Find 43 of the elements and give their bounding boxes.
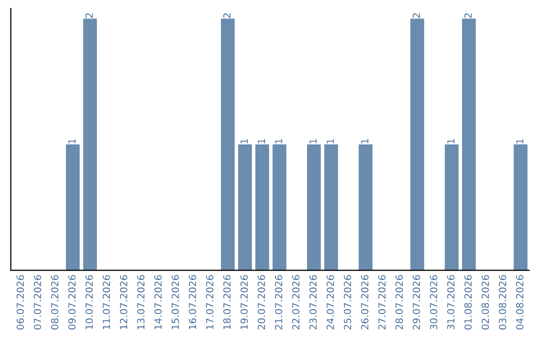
data-label: 1 <box>240 139 248 144</box>
x-tick-label: 21.07.2026 <box>274 275 282 330</box>
x-tick-label: 11.07.2026 <box>102 275 110 330</box>
x-tick-label: 02.08.2026 <box>482 275 489 330</box>
x-tick-label: 31.07.2026 <box>447 275 455 330</box>
data-label: 2 <box>464 13 472 18</box>
data-label: 1 <box>68 139 76 144</box>
x-tick-label: 04.08.2026 <box>516 275 524 330</box>
x-tick-label: 16.07.2026 <box>188 275 196 330</box>
x-tick-label: 28.07.2026 <box>396 275 403 330</box>
data-label: 1 <box>258 139 265 144</box>
x-tick-label: 08.07.2026 <box>51 275 58 330</box>
data-label: 2 <box>223 13 230 18</box>
data-label: 1 <box>447 139 454 144</box>
x-tick-label: 10.07.2026 <box>85 275 93 330</box>
x-tick-label: 25.07.2026 <box>344 275 352 330</box>
data-label: 1 <box>516 139 524 144</box>
data-label: 2 <box>85 13 93 18</box>
x-tick-label: 12.07.2026 <box>120 275 128 330</box>
x-tick-label: 17.07.2026 <box>206 275 214 330</box>
data-label: 1 <box>326 139 334 144</box>
x-tick-label: 15.07.2026 <box>172 275 179 330</box>
x-tick-label: 19.07.2026 <box>240 275 248 330</box>
x-tick-label: 22.07.2026 <box>292 275 300 330</box>
x-tick-label: 01.08.2026 <box>464 275 472 330</box>
x-tick-label: 23.07.2026 <box>309 275 317 330</box>
x-tick-label: 07.07.2026 <box>34 275 42 330</box>
x-tick-label: 20.07.2026 <box>258 275 266 330</box>
x-tick-label: 29.07.2026 <box>412 275 420 330</box>
x-tick-label: 06.07.2026 <box>16 275 24 330</box>
x-tick-label: 27.07.2026 <box>378 275 386 330</box>
x-tick-label: 26.07.2026 <box>361 275 368 330</box>
data-label: 1 <box>361 139 368 144</box>
x-tick-label: 13.07.2026 <box>137 275 145 330</box>
x-tick-label: 24.07.2026 <box>326 275 334 330</box>
data-label: 1 <box>275 139 282 144</box>
x-tick-label: 30.07.2026 <box>430 275 438 330</box>
x-tick-label: 09.07.2026 <box>68 275 76 330</box>
x-tick-label: 14.07.2026 <box>154 275 162 330</box>
x-tick-label: 18.07.2026 <box>223 275 231 330</box>
x-tick-label: 03.08.2026 <box>498 275 506 330</box>
data-label: 2 <box>412 13 420 18</box>
data-label: 1 <box>310 139 317 144</box>
